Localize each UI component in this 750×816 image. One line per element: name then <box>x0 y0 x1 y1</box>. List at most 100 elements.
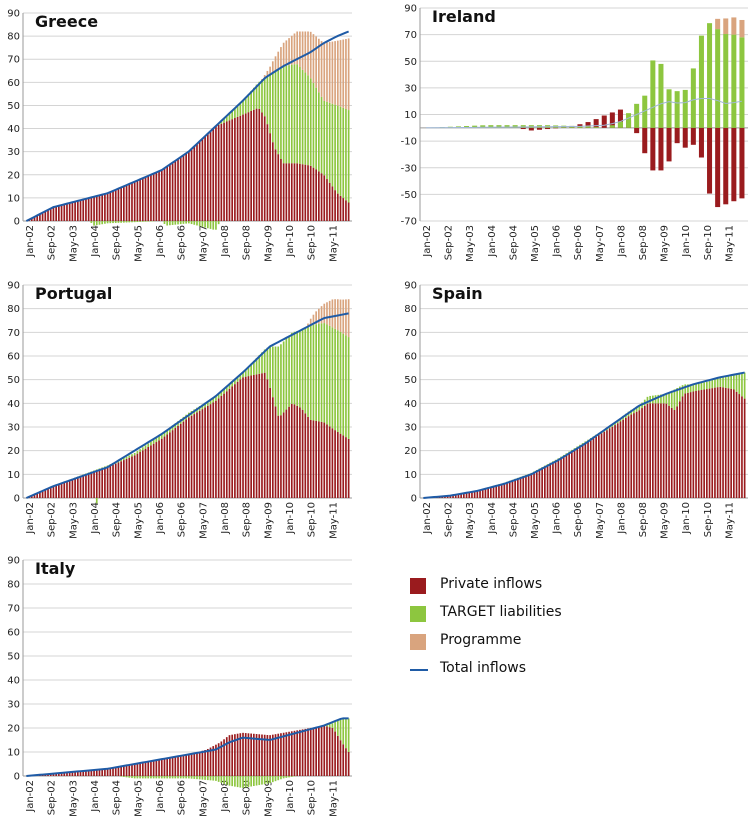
bar-target <box>323 100 326 176</box>
bar-private <box>681 396 684 498</box>
bar-target <box>163 776 166 779</box>
bar-target <box>345 335 347 438</box>
bar-target <box>128 776 131 778</box>
bar-target <box>280 776 282 780</box>
bar-private <box>546 465 549 498</box>
bar-target <box>650 60 656 128</box>
bar-private <box>82 770 85 776</box>
legend-label: Programme <box>440 632 522 648</box>
bar-target <box>320 96 323 174</box>
x-tick-label: May-09 <box>263 502 274 539</box>
bar-private <box>182 155 185 221</box>
bar-target <box>285 338 288 410</box>
bar-private <box>125 185 128 221</box>
bar-target <box>95 221 98 226</box>
bar-target <box>681 385 684 397</box>
bar-private <box>36 215 39 221</box>
bar-programme <box>315 36 317 88</box>
bar-programme <box>274 56 277 71</box>
x-tick-label: Jan-06 <box>552 225 563 258</box>
series-line-total <box>26 717 349 777</box>
bar-target <box>239 103 242 116</box>
bar-programme <box>334 299 336 329</box>
bar-target <box>277 346 280 416</box>
bar-target <box>128 221 131 223</box>
bar-private <box>261 734 263 776</box>
bar-private <box>39 492 41 498</box>
bar-target <box>577 126 583 128</box>
bar-target <box>215 396 217 401</box>
legend-label: Private inflows <box>440 576 543 592</box>
bar-private <box>139 763 141 776</box>
bar-programme <box>282 42 285 67</box>
bar-programme <box>715 18 721 30</box>
bar-private <box>312 167 315 221</box>
y-tick-label: 10 <box>7 748 20 759</box>
bar-private <box>320 421 323 498</box>
bar-private <box>731 127 737 202</box>
bar-target <box>204 221 206 228</box>
bar-target <box>342 333 345 436</box>
bar-target <box>152 439 155 444</box>
bar-private <box>209 131 212 221</box>
bar-private <box>627 416 630 498</box>
bar-private <box>179 423 182 498</box>
bar-target <box>106 221 109 224</box>
bar-programme <box>304 31 307 73</box>
bar-private <box>679 401 681 498</box>
bar-private <box>503 483 506 498</box>
y-tick-label: 20 <box>7 170 20 181</box>
y-tick-label: 50 <box>404 57 417 68</box>
x-tick-label: Sep-06 <box>177 502 188 537</box>
x-tick-label: May-09 <box>263 225 274 262</box>
y-tick-label: 30 <box>7 700 20 711</box>
bar-private <box>619 421 622 498</box>
bar-private <box>684 393 687 498</box>
bar-target <box>706 381 708 390</box>
bar-target <box>255 358 258 375</box>
bar-private <box>465 492 468 498</box>
bar-private <box>169 432 171 498</box>
series-line-total <box>423 371 745 499</box>
legend-swatch-programme <box>410 634 426 650</box>
bar-private <box>136 453 139 498</box>
bar-private <box>514 479 516 498</box>
x-tick-label: Jan-06 <box>552 502 563 535</box>
bar-target <box>271 71 274 143</box>
bar-private <box>44 489 47 498</box>
bar-private <box>212 402 215 498</box>
bar-target <box>326 101 328 180</box>
bar-private <box>646 403 649 498</box>
y-tick-label: 50 <box>7 101 20 112</box>
bar-private <box>687 392 689 498</box>
bar-target <box>714 379 716 388</box>
x-tick-label: May-07 <box>198 502 209 539</box>
x-tick-label: May-05 <box>133 780 144 816</box>
x-tick-label: Jan-04 <box>90 780 101 813</box>
bar-private <box>188 417 190 498</box>
bar-target <box>336 720 339 736</box>
bar-private <box>511 480 514 498</box>
bar-private <box>66 772 68 776</box>
bar-private <box>650 127 656 171</box>
bar-private <box>33 216 36 221</box>
bar-programme <box>290 35 293 65</box>
bar-private <box>104 193 106 221</box>
bar-target <box>109 221 112 224</box>
bar-private <box>217 124 220 221</box>
bar-private <box>263 116 266 221</box>
bar-private <box>255 734 258 776</box>
bar-private <box>85 770 87 776</box>
bar-private <box>589 440 592 498</box>
bar-target <box>674 91 680 128</box>
bar-target <box>261 776 263 785</box>
bar-private <box>244 113 247 221</box>
bar-target <box>282 776 285 779</box>
bar-private <box>120 766 122 776</box>
bar-private <box>649 403 651 498</box>
bar-target <box>198 221 201 227</box>
bar-private <box>206 405 209 498</box>
bar-target <box>220 776 223 783</box>
bar-private <box>82 199 85 221</box>
y-tick-label: -70 <box>401 217 417 228</box>
